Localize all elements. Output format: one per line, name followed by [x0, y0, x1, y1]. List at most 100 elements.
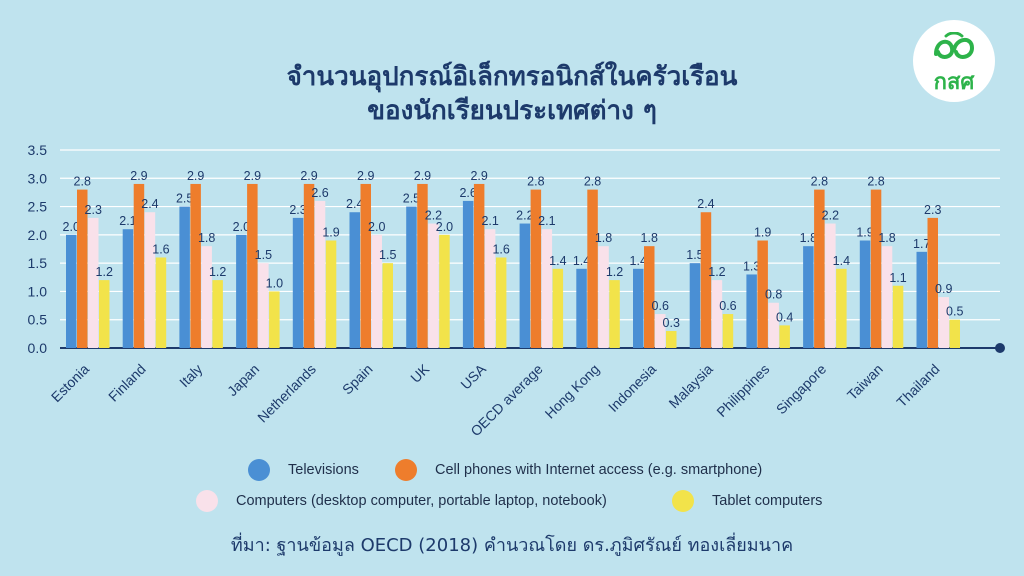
bar	[836, 268, 847, 348]
bar	[949, 319, 960, 348]
bar	[530, 189, 542, 348]
legend-label-televisions: Televisions	[288, 462, 359, 478]
bar	[757, 240, 768, 348]
bar	[892, 285, 904, 348]
data-label: 1.8	[800, 231, 817, 245]
chart-title-line-1: จำนวนอุปกรณ์อิเล็กทรอนิกส์ในครัวเรือน	[286, 62, 738, 92]
y-tick-label: 1.0	[28, 283, 48, 299]
bar	[722, 314, 734, 348]
data-label: 1.4	[549, 254, 566, 268]
bar	[655, 314, 666, 348]
bar	[916, 251, 927, 348]
x-tick-label: Estonia	[48, 361, 92, 405]
data-label: 2.5	[176, 192, 193, 206]
bar	[371, 234, 382, 348]
bar	[803, 246, 814, 348]
bar	[938, 297, 949, 348]
data-label: 2.2	[822, 209, 839, 223]
x-tick-label: USA	[457, 360, 489, 392]
bar	[314, 200, 326, 348]
y-tick-label: 0.5	[28, 312, 48, 328]
data-label: 2.9	[300, 169, 317, 183]
bar	[576, 268, 587, 348]
data-label: 2.4	[141, 197, 158, 211]
bar	[99, 280, 110, 348]
legend-item-televisions: Televisions	[248, 458, 359, 482]
data-label: 2.2	[425, 209, 442, 223]
y-tick-label: 0.0	[28, 340, 48, 356]
data-label: 2.8	[527, 175, 544, 189]
data-label: 1.2	[708, 265, 725, 279]
bar	[269, 291, 280, 348]
y-tick-label: 2.0	[28, 227, 48, 243]
data-label: 0.9	[935, 282, 952, 296]
data-label: 1.2	[209, 265, 226, 279]
bar-chart: 0.0 0.5 1.0 1.5 2.0 2.5 3.0 3.5 2.0 2.8 2.3 1.2 Esto…	[28, 142, 1005, 439]
data-label: 1.9	[754, 226, 771, 240]
data-label: 1.1	[889, 271, 906, 285]
bar	[77, 189, 88, 348]
legend-swatch-cell-phones	[395, 459, 417, 481]
bar	[155, 257, 167, 348]
bar	[859, 240, 871, 348]
bar	[144, 212, 156, 348]
data-label: 0.3	[663, 316, 680, 330]
data-label: 2.8	[867, 175, 884, 189]
bar	[258, 263, 269, 348]
bar	[122, 229, 134, 348]
y-tick-label: 2.5	[28, 199, 48, 215]
data-label: 1.4	[833, 254, 850, 268]
bar	[406, 206, 417, 348]
bar	[814, 189, 825, 348]
bar	[349, 212, 360, 348]
data-label: 2.4	[697, 197, 714, 211]
data-label: 2.8	[811, 175, 828, 189]
bar	[587, 189, 598, 348]
bar	[360, 183, 371, 348]
legend-swatch-computers	[196, 490, 218, 512]
bar	[689, 263, 701, 348]
bar	[552, 268, 564, 348]
x-tick-label: Singapore	[773, 361, 830, 418]
x-tick-label: Malaysia	[665, 361, 716, 412]
bar	[484, 229, 496, 348]
bar	[133, 183, 145, 348]
x-tick-label: Thailand	[893, 361, 942, 410]
data-label: 2.0	[233, 220, 250, 234]
legend-label-cell-phones: Cell phones with Internet access (e.g. s…	[435, 462, 763, 478]
bar	[190, 183, 201, 348]
data-label: 1.8	[641, 231, 658, 245]
data-label: 1.0	[266, 276, 283, 290]
leaf-logo-icon	[934, 32, 975, 59]
bar	[644, 246, 655, 348]
bar	[927, 217, 938, 348]
data-label: 2.9	[357, 169, 374, 183]
bar	[825, 223, 836, 348]
bar	[495, 257, 507, 348]
bar	[417, 183, 428, 348]
bar	[473, 183, 485, 348]
data-label: 1.5	[686, 248, 703, 262]
data-label: 1.9	[322, 226, 339, 240]
data-label: 1.2	[96, 265, 113, 279]
bar	[598, 246, 609, 348]
bar	[768, 302, 779, 348]
data-label: 0.5	[946, 305, 963, 319]
bar	[439, 234, 450, 348]
data-label: 2.3	[85, 203, 102, 217]
data-label: 0.8	[765, 288, 782, 302]
data-label: 2.0	[368, 220, 385, 234]
bar	[382, 263, 393, 348]
data-label: 0.6	[652, 299, 669, 313]
bar	[462, 200, 474, 348]
bar	[292, 217, 304, 348]
data-label: 2.9	[244, 169, 261, 183]
data-label: 1.2	[606, 265, 623, 279]
data-label: 1.3	[743, 259, 760, 273]
bar	[519, 223, 531, 348]
bar	[700, 212, 712, 348]
data-label: 1.6	[492, 242, 509, 256]
legend-item-computers: Computers (desktop computer, portable la…	[196, 489, 607, 513]
x-tick-label: Hong Kong	[542, 361, 603, 422]
data-label: 2.5	[403, 192, 420, 206]
